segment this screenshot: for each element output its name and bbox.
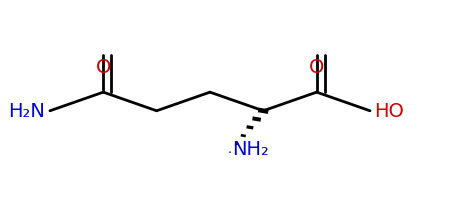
Text: HO: HO xyxy=(374,102,404,121)
Text: NH₂: NH₂ xyxy=(232,140,269,159)
Text: O: O xyxy=(95,58,111,77)
Text: O: O xyxy=(309,58,324,77)
Text: H₂N: H₂N xyxy=(9,102,45,121)
